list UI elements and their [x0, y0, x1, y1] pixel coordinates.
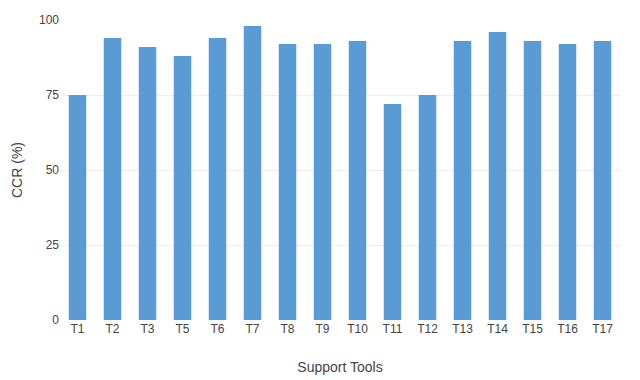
svg-text:T13: T13 — [452, 322, 473, 336]
svg-text:T14: T14 — [487, 322, 508, 336]
svg-text:Support Tools: Support Tools — [297, 359, 382, 375]
svg-text:T11: T11 — [383, 322, 403, 336]
svg-text:T8: T8 — [280, 322, 294, 336]
svg-text:T7: T7 — [245, 322, 259, 336]
svg-text:T1: T1 — [70, 322, 84, 336]
svg-text:T17: T17 — [592, 322, 613, 336]
svg-text:0: 0 — [52, 313, 59, 327]
svg-text:CCR (%): CCR (%) — [9, 142, 25, 198]
svg-text:T12: T12 — [417, 322, 438, 336]
svg-text:75: 75 — [46, 88, 60, 102]
svg-text:T5: T5 — [175, 322, 189, 336]
svg-text:50: 50 — [46, 163, 60, 177]
svg-text:T9: T9 — [315, 322, 329, 336]
svg-text:T3: T3 — [140, 322, 154, 336]
svg-text:100: 100 — [39, 13, 59, 27]
svg-text:25: 25 — [46, 238, 60, 252]
svg-text:T2: T2 — [105, 322, 119, 336]
svg-text:T10: T10 — [347, 322, 368, 336]
svg-text:T6: T6 — [210, 322, 224, 336]
svg-text:T16: T16 — [557, 322, 578, 336]
svg-text:T15: T15 — [522, 322, 543, 336]
